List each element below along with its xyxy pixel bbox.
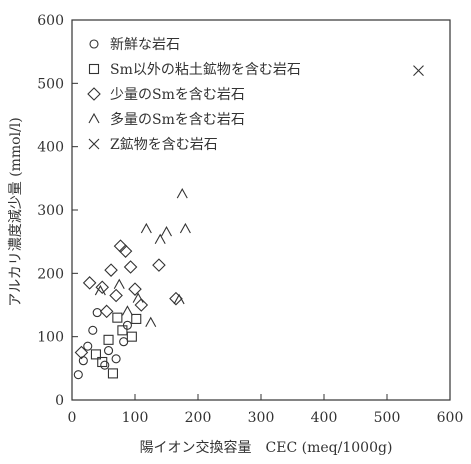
triangle-data-point (121, 305, 133, 316)
triangle-data-point (179, 222, 191, 234)
x-tick-label: 600 (437, 410, 464, 426)
triangle-data-point (176, 188, 188, 199)
square-data-point (131, 313, 142, 324)
points-layer (73, 65, 424, 380)
triangle-data-point (161, 226, 172, 237)
triangle-data-point (173, 293, 185, 305)
diamond-data-point (82, 276, 97, 290)
legend-label: Sm以外の粘土鉱物を含む岩石 (110, 61, 301, 78)
triangle-data-point (113, 278, 125, 290)
diamond-data-point (74, 345, 89, 360)
legend-label: 少量のSmを含む岩石 (110, 87, 245, 103)
y-tick-label: 100 (37, 330, 64, 346)
legend-circle-marker (89, 39, 99, 49)
square-data-point (112, 312, 123, 323)
circle-data-point (88, 325, 98, 335)
circle-data-point (92, 308, 102, 318)
legend-diamond-marker (87, 87, 101, 101)
legend-cross-marker (88, 138, 100, 150)
diamond-data-point (128, 282, 142, 296)
y-tick-label: 300 (37, 203, 64, 219)
x-tick-label: 300 (248, 410, 275, 426)
circle-data-point (73, 370, 83, 380)
x-tick-label: 200 (185, 410, 212, 426)
x-tick-label: 100 (122, 410, 149, 426)
y-tick-label: 200 (37, 266, 64, 282)
diamond-data-point (118, 244, 133, 258)
circle-data-point (111, 354, 121, 364)
triangle-data-point (154, 233, 166, 245)
triangle-data-point (132, 292, 144, 303)
circle-data-point (83, 341, 93, 351)
legend-label: 多量のSmを含む岩石 (110, 111, 245, 128)
x-axis-label: 陽イオン交換容量 CEC (meq/1000g) (140, 439, 393, 456)
diamond-data-point (152, 258, 166, 272)
circle-data-point (119, 337, 129, 347)
diamond-data-point (134, 298, 149, 312)
x-tick-label: 0 (68, 410, 77, 426)
diamond-data-point (123, 260, 138, 274)
legend-triangle-marker (88, 112, 100, 124)
diamond-data-point (169, 291, 183, 306)
triangle-data-point (140, 222, 152, 234)
diamond-data-point (109, 288, 123, 303)
ticks-layer: 0 100 200 300 400 500 600 0 100 200 300 400 500 600 (37, 13, 463, 426)
diamond-data-point (104, 263, 118, 277)
y-tick-label: 500 (37, 76, 64, 92)
triangle-data-point (145, 316, 157, 328)
square-data-point (97, 356, 108, 368)
square-data-point (107, 368, 118, 379)
diamond-data-point (95, 280, 110, 295)
square-data-point (117, 325, 128, 336)
diamond-data-point (99, 304, 114, 319)
legend-label: 新鮮な岩石 (110, 37, 180, 53)
x-tick-label: 400 (311, 410, 338, 426)
y-tick-label: 400 (37, 140, 64, 156)
circle-data-point (103, 346, 114, 356)
legend-square-marker (88, 63, 100, 75)
square-data-point (90, 349, 101, 360)
y-tick-label: 0 (55, 393, 64, 409)
y-axis-label: アルカリ濃度減少量 (mmol/l) (7, 117, 24, 306)
legend-label: Z鉱物を含む岩石 (110, 136, 218, 153)
triangle-data-point (94, 284, 106, 296)
square-data-point (103, 334, 114, 345)
circle-data-point (100, 360, 110, 370)
cross-data-point (413, 65, 424, 77)
y-tick-label: 600 (37, 13, 64, 29)
square-data-point (126, 331, 137, 342)
x-tick-label: 500 (374, 410, 401, 426)
